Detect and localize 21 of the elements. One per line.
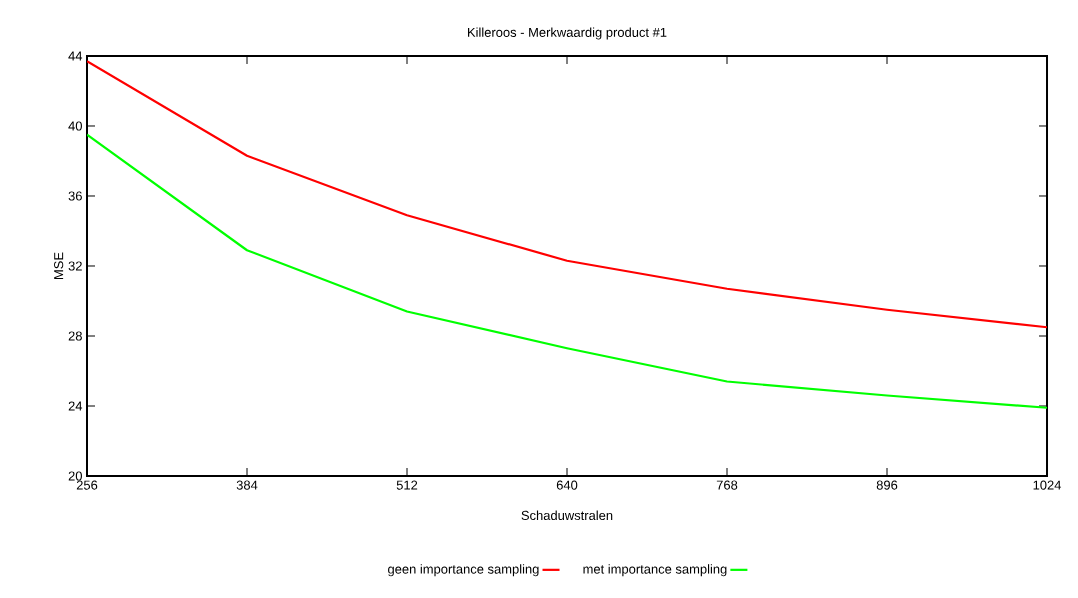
legend-label: met importance sampling [583, 564, 727, 577]
y-tick-label: 36 [68, 191, 82, 201]
x-tick-label: 384 [236, 480, 258, 490]
line-series [87, 133, 1048, 409]
x-tick-label: 896 [876, 480, 898, 490]
x-tick-label: 1024 [1033, 480, 1062, 490]
x-axis-title: Schaduwstralen [521, 510, 613, 521]
y-tick-label: 28 [68, 331, 82, 341]
y-tick-label: 44 [68, 51, 83, 61]
chart-title: Killeroos - Merkwaardig product #1 [468, 27, 667, 40]
x-tick-label: 256 [76, 480, 98, 490]
x-tick-label: 640 [556, 480, 578, 490]
legend-label: geen importance sampling [388, 564, 539, 577]
y-axis-title: MSE [54, 252, 64, 279]
y-tick-label: 24 [68, 401, 83, 411]
y-tick-label: 20 [68, 471, 82, 481]
x-tick-label: 768 [716, 480, 738, 490]
x-tick-label: 512 [396, 480, 418, 490]
y-tick-label: 40 [68, 121, 82, 131]
line-series [87, 60, 1048, 329]
y-tick-label: 32 [68, 261, 82, 271]
